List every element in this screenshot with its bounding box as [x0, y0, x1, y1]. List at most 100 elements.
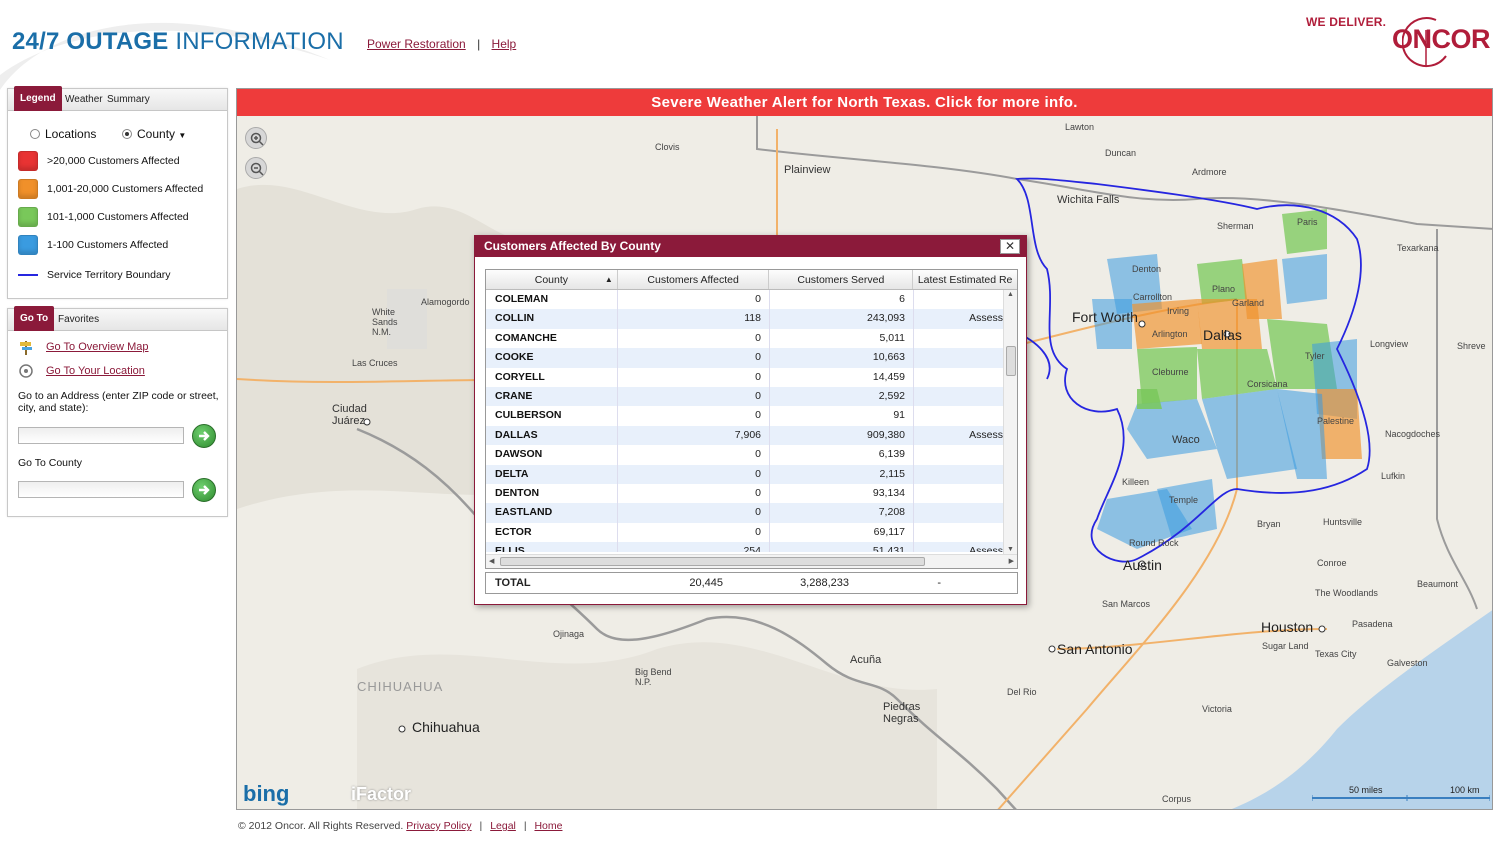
table-row[interactable]: COLEMAN 0 6: [486, 290, 1017, 310]
legend-panel: Legend Weather Summary Locations County …: [7, 86, 228, 299]
power-restoration-link[interactable]: Power Restoration: [367, 37, 466, 51]
column-header-served[interactable]: Customers Served: [769, 270, 914, 289]
tab-legend[interactable]: Legend: [14, 86, 62, 111]
table-row[interactable]: ECTOR 0 69,117: [486, 522, 1017, 543]
map-label: Fort Worth: [1072, 309, 1138, 325]
oncor-logo[interactable]: ONCOR: [1392, 24, 1491, 54]
map-label: Dallas: [1203, 327, 1242, 343]
table-row[interactable]: DENTON 0 93,134: [486, 483, 1017, 504]
table-row[interactable]: CORYELL 0 14,459: [486, 367, 1017, 387]
chevron-down-icon[interactable]: ▼: [178, 131, 187, 140]
cell-affected: 118: [618, 309, 770, 329]
cell-estimate: [914, 367, 1004, 387]
city-marker-san-antonio: [1048, 645, 1056, 653]
scroll-left-icon[interactable]: ◀: [489, 558, 495, 565]
map-label: Ciudad Juárez: [332, 403, 367, 427]
table-row[interactable]: ELLIS 254 51,431 Assess: [486, 542, 1017, 552]
vertical-scroll-thumb[interactable]: [1006, 346, 1016, 376]
county-radio[interactable]: County ▼: [122, 127, 186, 141]
column-header-county[interactable]: County ▲: [486, 270, 618, 289]
map-label: Garland: [1232, 298, 1265, 308]
county-parker[interactable]: [1092, 299, 1132, 349]
table-row[interactable]: DALLAS 7,906 909,380 Assess: [486, 425, 1017, 446]
vertical-scrollbar[interactable]: ▲ ▼: [1003, 290, 1017, 554]
map-label: Palestine: [1317, 416, 1355, 426]
copyright: © 2012 Oncor. All Rights Reserved.: [238, 820, 404, 832]
your-location-link[interactable]: Go To Your Location: [46, 365, 145, 377]
county-anderson[interactable]: [1317, 389, 1362, 459]
county-dallas[interactable]: [1197, 299, 1262, 349]
legend-label: 101-1,000 Customers Affected: [47, 211, 189, 223]
locations-radio-label: Locations: [45, 127, 97, 141]
table-row[interactable]: CULBERSON 0 91: [486, 406, 1017, 426]
popup-title-bar[interactable]: Customers Affected By County ✕: [475, 236, 1026, 257]
link-separator: |: [477, 37, 481, 51]
cell-estimate: [914, 522, 1004, 543]
county-tarrant[interactable]: [1132, 299, 1202, 349]
county-ellis[interactable]: [1197, 349, 1277, 399]
severe-weather-alert[interactable]: Severe Weather Alert for North Texas. Cl…: [237, 89, 1492, 116]
table-row[interactable]: COLLIN 118 243,093 Assess: [486, 309, 1017, 329]
tab-summary[interactable]: Summary: [107, 94, 150, 105]
zoom-in-button[interactable]: [245, 127, 267, 149]
scroll-down-icon[interactable]: ▼: [1007, 546, 1014, 553]
address-go-button[interactable]: [192, 424, 216, 448]
column-header-affected[interactable]: Customers Affected: [618, 270, 770, 289]
scale-miles: 50 miles: [1349, 785, 1383, 795]
map-label: Arlington: [1152, 329, 1188, 339]
home-link[interactable]: Home: [534, 820, 563, 832]
cell-served: 93,134: [770, 483, 914, 504]
county-hill[interactable]: [1137, 389, 1162, 409]
county-radio-icon[interactable]: [122, 129, 132, 139]
horizontal-scroll-thumb[interactable]: [500, 557, 925, 566]
map-label: Nacogdoches: [1385, 429, 1441, 439]
tab-weather[interactable]: Weather: [65, 94, 103, 105]
scroll-up-icon[interactable]: ▲: [1007, 291, 1014, 298]
column-header-estimate[interactable]: Latest Estimated Re: [917, 274, 1013, 286]
scale-bar: [1312, 795, 1490, 801]
cell-county: ELLIS: [486, 542, 618, 552]
map-label: Lawton: [1065, 122, 1095, 132]
tab-go-to[interactable]: Go To: [14, 306, 55, 331]
outage-map[interactable]: Severe Weather Alert for North Texas. Cl…: [236, 88, 1493, 810]
scroll-right-icon[interactable]: ▶: [1008, 558, 1014, 565]
address-input[interactable]: [18, 427, 184, 444]
cell-served: 91: [770, 406, 914, 426]
legal-link[interactable]: Legal: [490, 820, 516, 832]
table-body: COLEMAN 0 6 COLLIN 118 243,093 Assess COMANCHE 0…: [486, 290, 1017, 552]
close-button[interactable]: ✕: [1000, 239, 1020, 254]
cell-served: 2,115: [770, 464, 914, 484]
goto-tabs: Go To Favorites: [8, 306, 227, 331]
table-row[interactable]: DELTA 0 2,115: [486, 464, 1017, 484]
county-hopkins[interactable]: [1282, 254, 1327, 304]
county-go-button[interactable]: [192, 478, 216, 502]
locations-radio[interactable]: Locations: [30, 127, 96, 141]
county-williamson[interactable]: [1157, 479, 1217, 539]
county-lamar[interactable]: [1282, 209, 1327, 254]
map-label: Pasadena: [1352, 619, 1393, 629]
table-row[interactable]: EASTLAND 0 7,208: [486, 503, 1017, 523]
zoom-out-button[interactable]: [245, 157, 267, 179]
county-input[interactable]: [18, 481, 184, 498]
map-label: Piedras Negras: [883, 701, 921, 725]
county-mclennan[interactable]: [1127, 399, 1217, 459]
overview-map-link[interactable]: Go To Overview Map: [46, 341, 149, 353]
map-label: Alamogordo: [421, 297, 470, 307]
horizontal-scrollbar[interactable]: ◀ ▶: [486, 554, 1017, 568]
locations-radio-icon[interactable]: [30, 129, 40, 139]
map-label: Cleburne: [1152, 367, 1189, 377]
service-territory-boundary: [1015, 177, 1371, 563]
county-navarro[interactable]: [1202, 389, 1297, 479]
cell-affected: 0: [618, 464, 770, 484]
county-freestone[interactable]: [1277, 389, 1327, 479]
table-row[interactable]: DAWSON 0 6,139: [486, 445, 1017, 465]
tab-favorites[interactable]: Favorites: [58, 314, 100, 325]
cell-affected: 0: [618, 406, 770, 426]
county-collin[interactable]: [1197, 259, 1247, 304]
privacy-policy-link[interactable]: Privacy Policy: [406, 820, 472, 832]
help-link[interactable]: Help: [491, 37, 517, 51]
table-row[interactable]: COMANCHE 0 5,011: [486, 328, 1017, 349]
cell-estimate: [914, 406, 1004, 426]
table-row[interactable]: COOKE 0 10,663: [486, 348, 1017, 368]
table-row[interactable]: CRANE 0 2,592: [486, 386, 1017, 407]
